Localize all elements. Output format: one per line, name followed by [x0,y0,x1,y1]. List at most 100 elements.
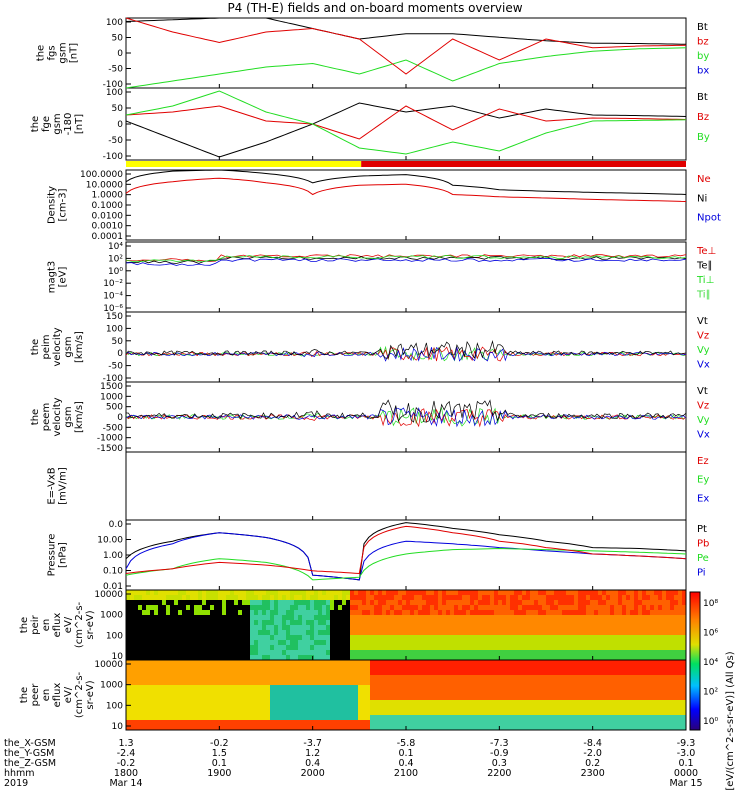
spectro-cell [526,690,531,696]
spectro-cell [250,710,255,716]
spectro-cell [570,605,575,611]
spectro-cell [342,720,347,726]
spectro-cell [158,725,163,731]
spectro-cell [194,615,199,621]
spectro-cell [542,720,547,726]
spectro-cell [526,655,531,661]
spectro-cell [654,645,659,651]
spectro-cell [442,590,447,596]
spectro-cell [570,710,575,716]
spectro-cell [442,615,447,621]
spectro-cell [174,655,179,661]
spectro-cell [662,720,667,726]
spectro-cell [274,605,279,611]
spectro-cell [594,670,599,676]
spectro-cell [458,630,463,636]
spectro-cell [626,605,631,611]
spectro-cell [262,665,267,671]
spectro-cell [398,720,403,726]
spectro-cell [142,620,147,626]
spectro-cell [266,620,271,626]
spectro-cell [314,680,319,686]
spectro-cell [650,605,655,611]
spectro-cell [146,715,151,721]
spectro-cell [154,635,159,641]
spectro-cell [370,650,375,656]
spectro-cell [610,625,615,631]
spectro-cell [298,660,303,666]
spectro-cell [366,610,371,616]
spectro-cell [190,620,195,626]
spectro-cell [318,635,323,641]
series-temp-green [125,255,687,263]
spectro-cell [646,600,651,606]
legend-bt: Bt [697,22,708,33]
spectro-cell [482,675,487,681]
spectro-cell [598,600,603,606]
spectro-cell [458,610,463,616]
spectro-cell [654,615,659,621]
spectro-cell [382,695,387,701]
spectro-cell [170,685,175,691]
spectro-cell [670,695,675,701]
spectro-cell [638,620,643,626]
spectro-cell [246,615,251,621]
spectro-cell [574,670,579,676]
spectro-cell [554,625,559,631]
spectro-cell [346,690,351,696]
spectro-cell [194,630,199,636]
spectro-cell [514,670,519,676]
spectro-cell [478,605,483,611]
spectro-cell [258,590,263,596]
spectro-cell [658,695,663,701]
spectro-cell [370,695,375,701]
spectro-cell [422,610,427,616]
spectro-cell [350,630,355,636]
spectro-cell [170,675,175,681]
spectro-cell [130,600,135,606]
spectro-cell [658,635,663,641]
spectro-cell [158,620,163,626]
spectro-cell [350,715,355,721]
spectro-cell [310,705,315,711]
spectro-cell [298,705,303,711]
y-axis-label: peir [30,614,41,634]
spectro-cell [486,710,491,716]
spectro-cell [478,650,483,656]
spectro-cell [502,720,507,726]
spectro-cell [402,590,407,596]
y-tick-label: 10 [112,652,124,662]
spectro-cell [262,625,267,631]
spectro-cell [582,710,587,716]
spectro-cell [146,595,151,601]
spectro-cell [146,690,151,696]
spectro-cell [222,650,227,656]
spectro-cell [678,655,683,661]
spectro-cell [454,670,459,676]
spectro-cell [546,695,551,701]
spectro-cell [482,630,487,636]
spectro-cell [202,625,207,631]
spectro-cell [318,605,323,611]
spectro-cell [558,590,563,596]
spectro-cell [170,590,175,596]
spectro-cell [366,590,371,596]
spectro-cell [490,685,495,691]
spectro-cell [642,620,647,626]
spectro-cell [350,640,355,646]
spectro-cell [510,665,515,671]
spectro-cell [510,645,515,651]
spectro-cell [466,595,471,601]
spectro-cell [198,725,203,731]
spectro-cell [198,635,203,641]
spectro-cell [286,710,291,716]
spectro-cell [506,635,511,641]
spectro-cell [194,645,199,651]
spectro-cell [190,710,195,716]
spectro-cell [294,615,299,621]
spectro-cell [534,705,539,711]
spectro-cell [578,690,583,696]
spectro-cell [346,625,351,631]
spectro-cell [190,670,195,676]
spectro-cell [510,595,515,601]
